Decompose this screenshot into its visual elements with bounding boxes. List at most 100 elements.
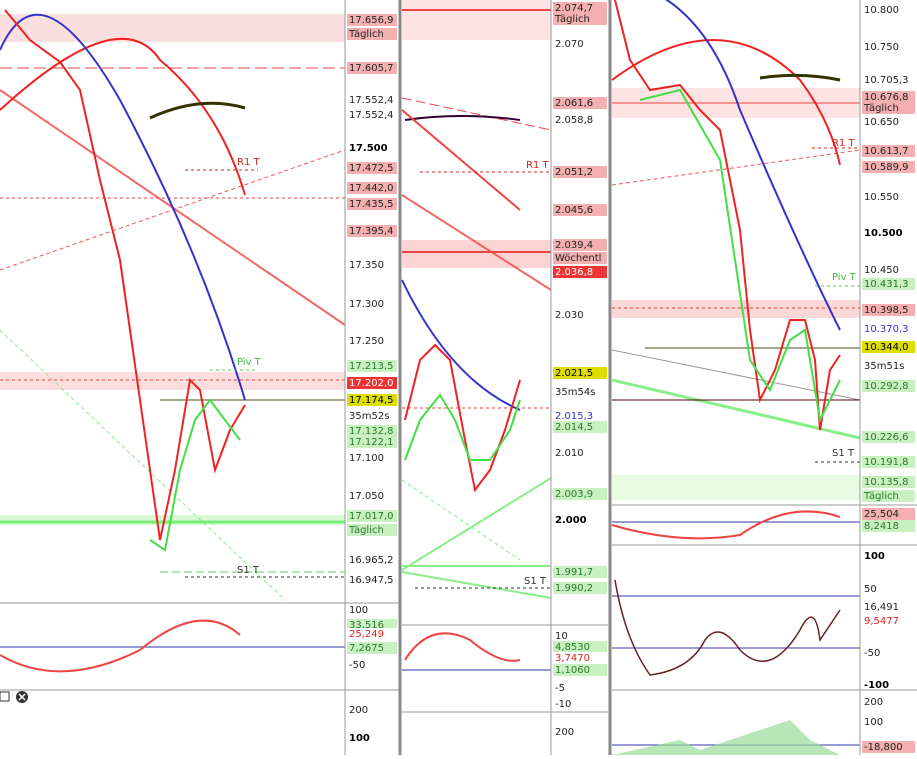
price-tag [347,425,397,437]
price-tag [347,62,397,74]
price-tag [862,380,915,392]
price-label: 35m51s [864,361,904,372]
price-label: 200 [555,727,574,738]
level-marker: S1 T [832,448,855,459]
price-label: 2.000 [555,515,587,526]
price-label: Täglich [348,29,384,40]
price-tag [347,642,397,654]
price-label: 17.552,4 [349,95,394,106]
price-tag [553,664,607,676]
price-label: 25,249 [349,629,384,640]
price-label: 100 [349,605,368,616]
price-tag [862,741,915,753]
price-label: 200 [349,705,368,716]
price-tag [347,14,397,26]
price-tag [347,225,397,237]
price-label: 2.070 [555,39,584,50]
price-label: 17.472,5 [349,163,394,174]
price-label: 10.500 [864,228,903,239]
price-tag [347,628,397,640]
price-label: 16.947,5 [349,575,394,586]
price-label: 17.300 [349,299,384,310]
level-marker: Piv T [237,357,262,368]
price-tag [553,410,607,422]
price-label: 35m54s [555,387,595,398]
price-label: 100 [864,717,883,728]
price-tag [553,252,607,264]
price-label: 9,5477 [864,616,899,627]
price-tag [553,166,607,178]
price-label: 10.431,3 [864,279,909,290]
price-tag [347,28,397,40]
price-tag [862,323,915,335]
price-label: 10.292,8 [864,381,909,392]
price-tag [553,386,607,398]
price-tag [347,377,397,389]
price-label: 10.750 [864,42,899,53]
price-label: Täglich [348,525,384,536]
price-label: 2.015,3 [555,411,593,422]
price-label: 16,491 [864,602,899,613]
level-marker: R1 T [526,160,549,171]
price-label: 2.021,5 [555,368,593,379]
price-tag [553,582,607,594]
price-tag [553,421,607,433]
level-marker: S1 T [524,576,547,587]
price-label: 10.550 [864,192,899,203]
price-tag [862,508,915,520]
price-label: 25,504 [864,509,899,520]
price-label: Täglich [863,103,899,114]
price-label: 10.370,3 [864,324,909,335]
price-label: -50 [349,660,365,671]
price-label: 10.800 [864,5,899,16]
price-label: 17.100 [349,453,384,464]
price-tag [347,524,397,536]
price-tag [553,204,607,216]
price-label: 2.014,5 [555,422,593,433]
price-tag [347,574,397,586]
price-label: 10.613,7 [864,146,909,157]
price-label: 10 [555,631,568,642]
price-label: 10.135,8 [864,477,909,488]
price-tag [862,520,915,532]
price-label: 17.395,4 [349,226,394,237]
price-tag [553,566,607,578]
price-label: 10.450 [864,265,899,276]
price-tag [347,94,397,106]
price-tag [553,641,607,653]
price-label: 4,8530 [555,642,590,653]
price-label: 17.202,0 [349,378,394,389]
price-label: 10.191,8 [864,457,909,468]
price-label: 100 [349,733,370,744]
level-marker: R1 T [832,138,855,149]
price-label: Wöchentl [555,253,601,264]
price-label: 2.074,7 [555,3,593,14]
price-tag [553,97,607,109]
price-tag [347,360,397,372]
price-tag [862,304,915,316]
price-tag [862,360,915,372]
price-label: 17.050 [349,491,384,502]
price-tag [553,367,607,379]
price-label: Täglich [863,491,899,502]
price-tag [553,239,607,251]
price-label: 17.174,5 [349,395,394,406]
price-label: 17.350 [349,260,384,271]
price-label: 17.552,4 [349,110,394,121]
level-marker: S1 T [237,565,260,576]
price-tag [347,182,397,194]
price-label: 2.058,8 [555,115,593,126]
price-tag [862,341,915,353]
price-label: 2.051,2 [555,167,593,178]
price-label: -5 [555,683,565,694]
price-label: 200 [864,697,883,708]
price-tag [553,2,607,14]
price-tag [862,476,915,488]
price-label: 10.344,0 [864,342,909,353]
price-label: 16.965,2 [349,555,394,566]
price-label: 17.442,0 [349,183,394,194]
price-label: 1.991,7 [555,567,593,578]
price-label: 2.003,9 [555,489,593,500]
